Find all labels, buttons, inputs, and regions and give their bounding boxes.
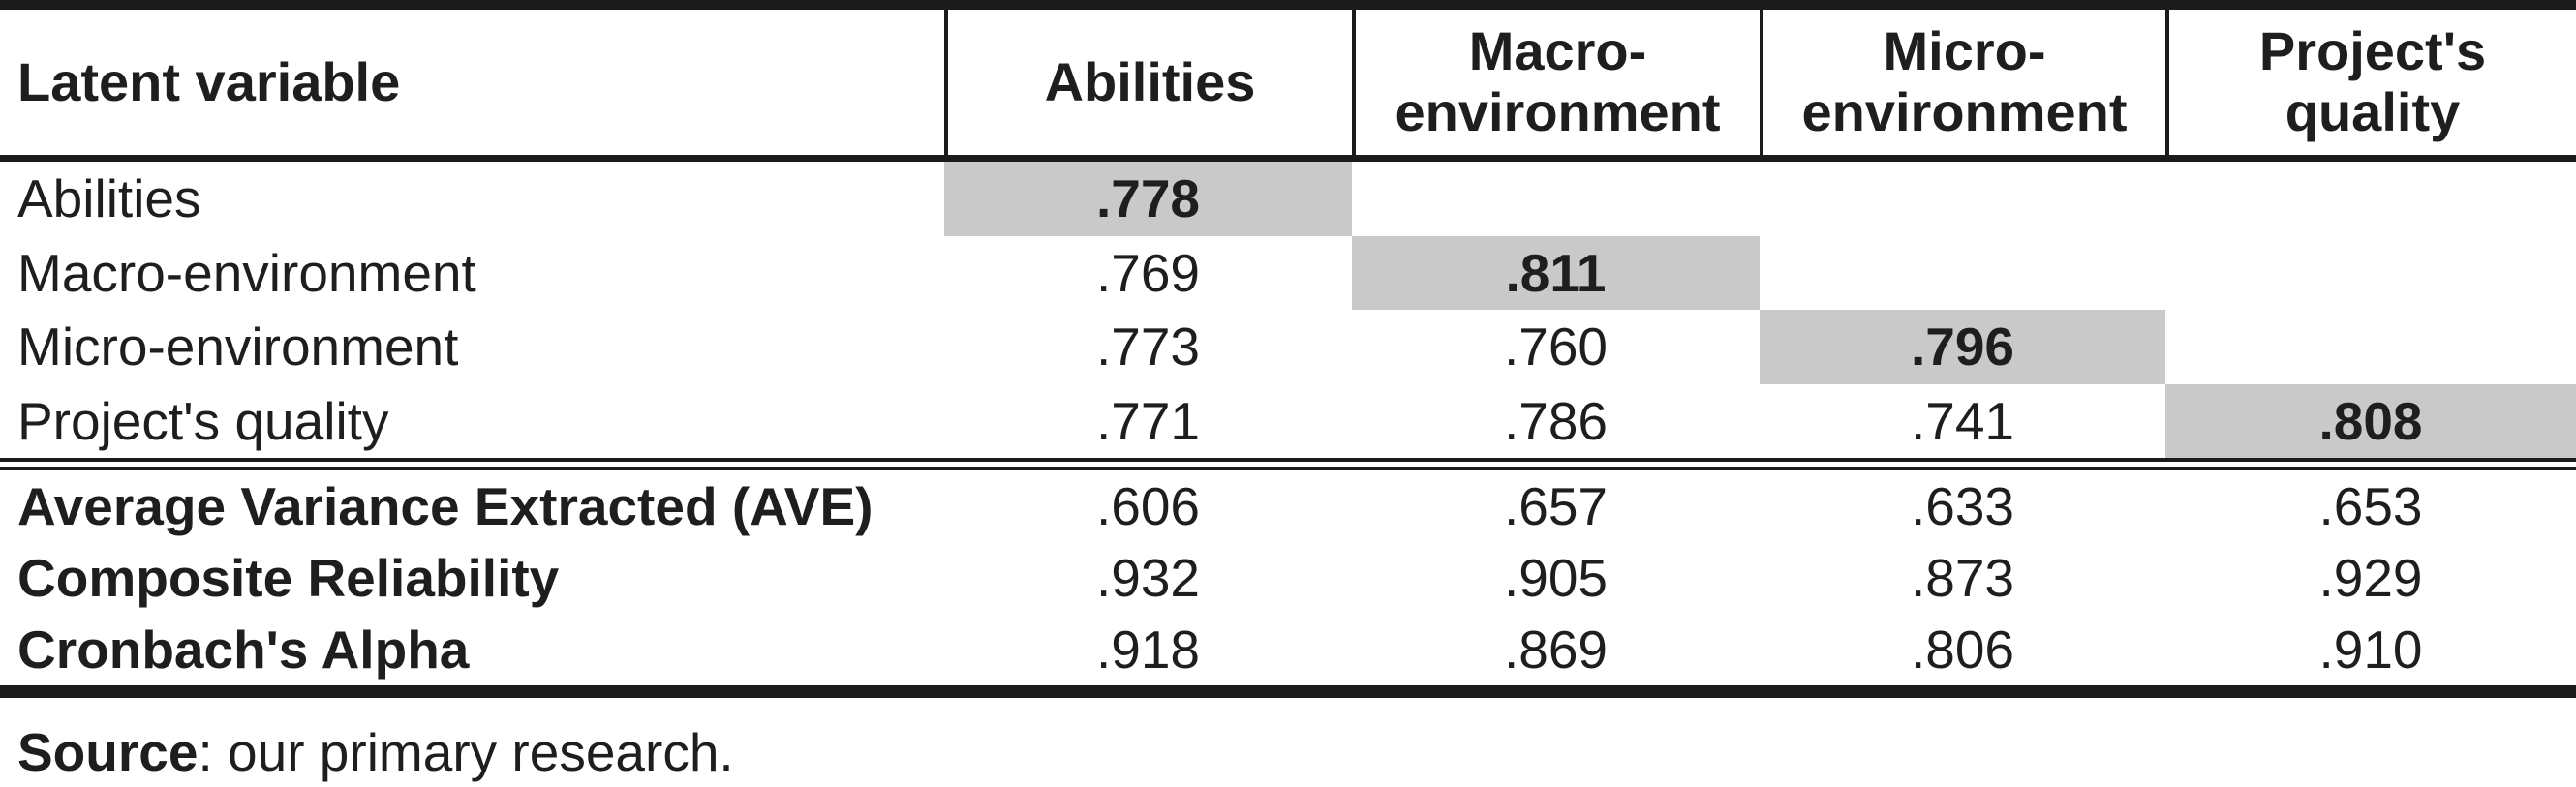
value-cell xyxy=(1352,162,1760,236)
value-cell: .932 xyxy=(1095,548,1201,608)
value-cell: .633 xyxy=(1910,476,2015,536)
diagonal-value-cell: .811 xyxy=(1352,235,1760,310)
table-row-macro-environment: Macro-environment .769 .811 xyxy=(0,235,2576,311)
value-cell: .769 xyxy=(1095,242,1201,303)
value-cell: .905 xyxy=(1503,548,1609,608)
value-cell: .806 xyxy=(1910,620,2015,680)
value-cell: .741 xyxy=(1910,390,2015,451)
diagonal-value-cell: .778 xyxy=(944,162,1352,236)
value-cell: .760 xyxy=(1503,317,1609,378)
row-label: Macro-environment xyxy=(17,242,476,303)
value-cell xyxy=(1760,236,2165,311)
diagonal-value-cell: .808 xyxy=(2165,383,2576,458)
table-row-micro-environment: Micro-environment .773 .760 .796 xyxy=(0,310,2576,384)
table-row-projects-quality: Project's quality .771 .786 .741 .808 xyxy=(0,383,2576,458)
value-cell: .918 xyxy=(1095,620,1201,680)
header-cell-micro-environment: Micro-environment xyxy=(1760,10,2165,155)
header-separator-rule xyxy=(0,155,2576,162)
diagonal-value-cell: .796 xyxy=(1760,310,2165,384)
table-row-cronbachs-alpha: Cronbach's Alpha .918 .869 .806 .910 xyxy=(0,614,2576,685)
row-label: Average Variance Extracted (AVE) xyxy=(17,476,874,536)
value-cell: .773 xyxy=(1095,317,1201,378)
table-bottom-rule xyxy=(0,685,2576,698)
source-note-label: Source xyxy=(17,722,199,782)
header-cell-projects-quality: Project's quality xyxy=(2165,10,2576,155)
value-cell: .606 xyxy=(1095,476,1201,536)
value-cell: .873 xyxy=(1910,548,2015,608)
row-label: Composite Reliability xyxy=(17,548,560,608)
value-cell: .910 xyxy=(2318,620,2423,680)
row-label: Cronbach's Alpha xyxy=(17,620,470,680)
value-cell: .657 xyxy=(1503,476,1609,536)
table-row-abilities: Abilities .778 xyxy=(0,162,2576,236)
source-note-text: : our primary research. xyxy=(198,722,734,782)
value-cell: .771 xyxy=(1095,390,1201,451)
value-cell: .869 xyxy=(1503,620,1609,680)
value-cell: .653 xyxy=(2318,476,2423,536)
header-cell-abilities: Abilities xyxy=(944,10,1352,155)
table-row-composite-reliability: Composite Reliability .932 .905 .873 .92… xyxy=(0,542,2576,614)
row-label: Project's quality xyxy=(17,390,389,451)
header-cell-latent-variable: Latent variable xyxy=(17,50,401,112)
value-cell xyxy=(1760,162,2165,236)
value-cell: .786 xyxy=(1503,390,1609,451)
row-label: Micro-environment xyxy=(17,317,459,378)
table-header-row: Latent variable Abilities Macro-environm… xyxy=(0,10,2576,155)
row-label: Abilities xyxy=(17,168,201,229)
header-cell-macro-environment: Macro-environment xyxy=(1352,10,1760,155)
table-row-ave: Average Variance Extracted (AVE) .606 .6… xyxy=(0,470,2576,542)
source-note: Source: our primary research. xyxy=(0,721,2576,783)
value-cell: .929 xyxy=(2318,548,2423,608)
value-cell xyxy=(2165,310,2576,384)
value-cell xyxy=(2165,236,2576,311)
value-cell xyxy=(2165,162,2576,236)
table-top-rule xyxy=(0,0,2576,10)
double-rule-separator xyxy=(0,458,2576,470)
